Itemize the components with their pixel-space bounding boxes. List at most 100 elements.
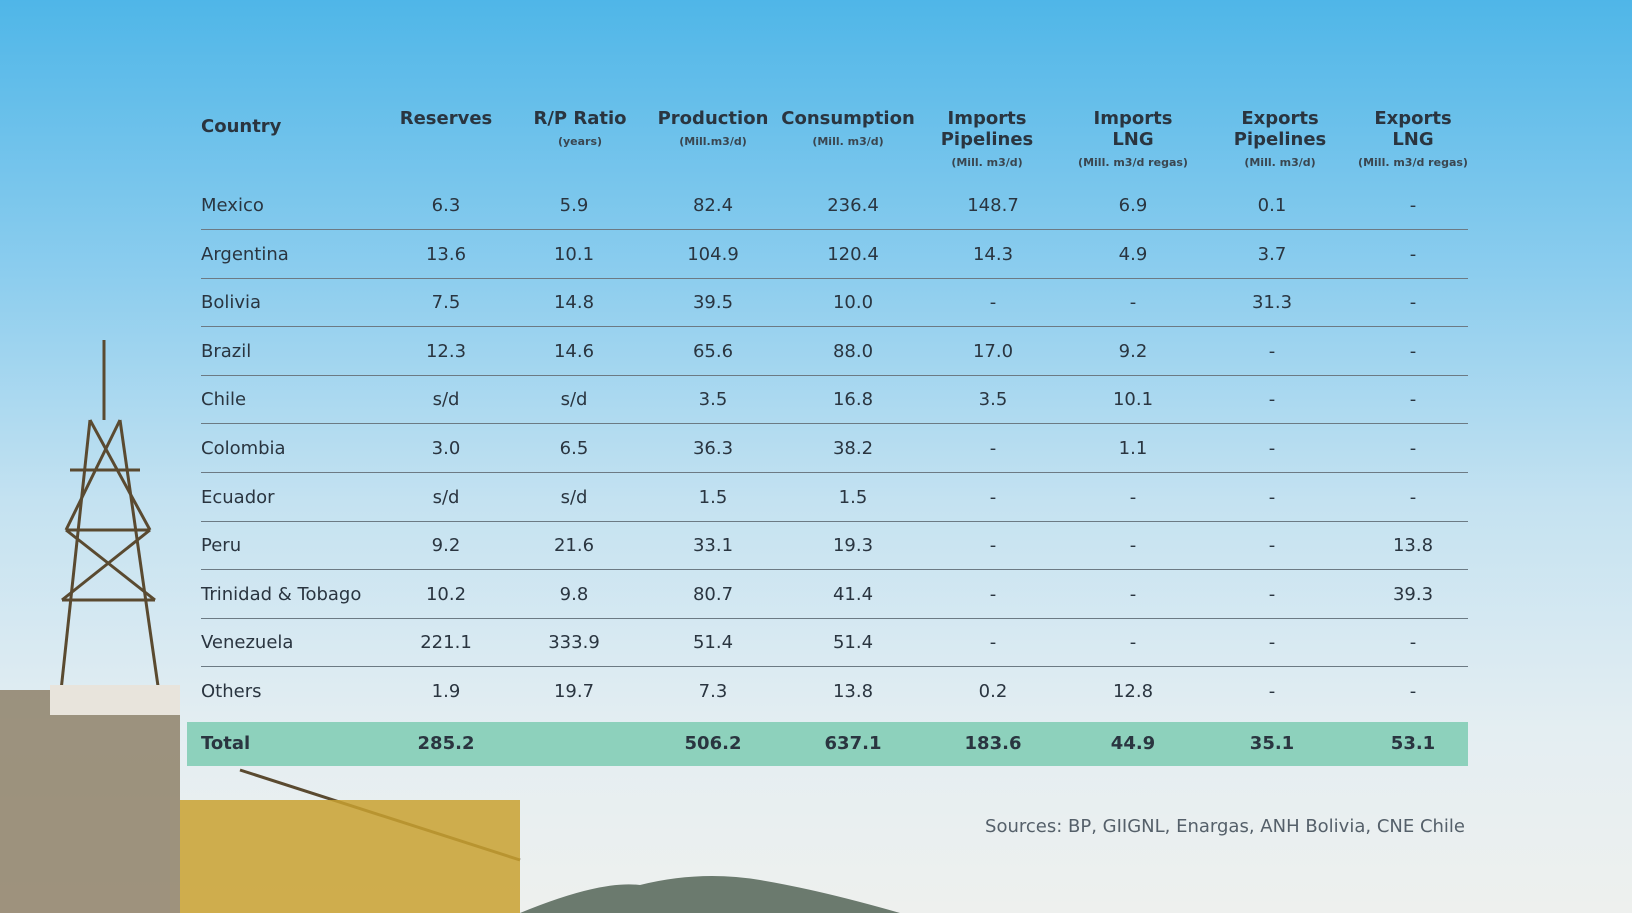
row-divider — [201, 569, 1468, 571]
table-cell: 236.4 — [827, 195, 879, 216]
table-cell: 13.8 — [1392, 535, 1434, 557]
column-header: Production (Mill.m3/d) — [658, 108, 769, 152]
row-label: Ecuador — [201, 486, 275, 508]
header-title: Imports Pipelines — [940, 108, 1034, 150]
column-header: Imports LNG (Mill. m3/d regas) — [1078, 108, 1188, 173]
header-title: Imports LNG — [1093, 108, 1173, 150]
total-cell: 183.6 — [964, 732, 1022, 754]
table-cell: 13.6 — [425, 243, 467, 265]
table-cell: 3.7 — [1257, 243, 1287, 265]
row-divider — [201, 617, 1468, 619]
table-cell: s/d — [560, 389, 588, 411]
column-header: Reserves — [400, 108, 493, 129]
row-divider — [201, 423, 1468, 425]
table-cell: 3.5 — [698, 389, 728, 411]
table-cell: 10.1 — [553, 243, 595, 265]
row-divider — [201, 666, 1468, 668]
table-cell: 12.3 — [425, 340, 467, 362]
table-cell: 82.4 — [692, 195, 734, 216]
table-cell: - — [1268, 681, 1276, 702]
table-cell: - — [1409, 243, 1417, 265]
table-cell: 5.9 — [559, 195, 589, 216]
header-title: Exports Pipelines — [1233, 108, 1327, 150]
table-cell: 6.9 — [1118, 195, 1148, 216]
row-divider — [201, 229, 1468, 230]
total-cell: 637.1 — [824, 732, 882, 754]
total-cell: 506.2 — [684, 732, 742, 754]
header-subtitle: (Mill.m3/d) — [679, 135, 747, 148]
table-cell: 14.3 — [972, 243, 1014, 265]
table-cell: 16.8 — [832, 389, 874, 411]
row-label: Others — [201, 681, 262, 702]
table-cell: 0.2 — [978, 681, 1008, 702]
table-cell: - — [1268, 632, 1276, 654]
table-cell: 88.0 — [832, 340, 874, 362]
table-cell: - — [989, 486, 997, 508]
table-cell: 1.5 — [698, 486, 728, 508]
header-subtitle: (Mill. m3/d) — [1244, 156, 1316, 169]
table-cell: 7.3 — [698, 681, 728, 702]
table-cell: s/d — [432, 389, 460, 411]
table-cell: 65.6 — [692, 340, 734, 362]
table-cell: 14.8 — [553, 292, 595, 314]
table-cell: - — [1268, 389, 1276, 411]
table-cell: 12.8 — [1112, 681, 1154, 702]
table-cell: - — [989, 292, 997, 314]
column-header: Exports LNG (Mill. m3/d regas) — [1358, 108, 1468, 173]
header-title: Production — [657, 108, 769, 129]
table-cell: 120.4 — [827, 243, 879, 265]
table-cell: 6.5 — [559, 438, 589, 459]
table-cell: 17.0 — [972, 340, 1014, 362]
row-label: Bolivia — [201, 292, 262, 314]
table-cell: 9.2 — [431, 535, 461, 557]
table-cell: - — [1129, 292, 1137, 314]
table-cell: - — [1129, 535, 1137, 557]
table-cell: 14.6 — [553, 340, 595, 362]
header-title: Consumption — [781, 108, 915, 129]
row-divider — [201, 326, 1468, 328]
table-cell: - — [1409, 681, 1417, 702]
table-cell: - — [1268, 340, 1276, 362]
row-label: Mexico — [201, 195, 264, 216]
rig-sign — [50, 685, 180, 715]
table-cell: 1.5 — [838, 486, 868, 508]
total-cell: 35.1 — [1249, 732, 1295, 754]
table-cell: 38.2 — [832, 438, 874, 459]
table-cell: - — [1129, 486, 1137, 508]
header-title: R/P Ratio — [533, 108, 627, 129]
header-subtitle: (Mill. m3/d) — [951, 156, 1023, 169]
table-cell: 39.3 — [1392, 583, 1434, 605]
table-cell: 13.8 — [832, 681, 874, 702]
row-label: Chile — [201, 389, 247, 411]
table-cell: - — [989, 583, 997, 605]
table-cell: 9.8 — [559, 583, 589, 605]
column-header: Exports Pipelines (Mill. m3/d) — [1234, 108, 1327, 173]
table-cell: - — [1409, 389, 1417, 411]
table-cell: 51.4 — [692, 632, 734, 654]
table-cell: - — [1268, 535, 1276, 557]
table-cell: 0.1 — [1257, 195, 1287, 216]
header-subtitle: (Mill. m3/d) — [812, 135, 884, 148]
row-label: Colombia — [201, 438, 286, 459]
table-cell: - — [1129, 632, 1137, 654]
table-cell: - — [989, 632, 997, 654]
table-cell: - — [1409, 632, 1417, 654]
table-cell: s/d — [432, 486, 460, 508]
row-label: Argentina — [201, 243, 289, 265]
table-cell: 9.2 — [1118, 340, 1148, 362]
row-label: Peru — [201, 535, 242, 557]
row-divider — [201, 277, 1468, 279]
table-cell: 7.5 — [431, 292, 461, 314]
row-divider — [201, 472, 1468, 473]
hill — [520, 876, 900, 913]
column-header: R/P Ratio (years) — [533, 108, 626, 152]
table-cell: - — [1409, 486, 1417, 508]
source-note: Sources: BP, GIIGNL, Enargas, ANH Bolivi… — [985, 816, 1465, 837]
table-cell: 33.1 — [692, 535, 734, 557]
header-subtitle: (Mill. m3/d regas) — [1358, 156, 1468, 169]
table-cell: 1.1 — [1118, 438, 1148, 459]
table-cell: 19.7 — [553, 681, 595, 702]
row-divider — [201, 374, 1468, 376]
table-cell: 148.7 — [967, 195, 1019, 216]
